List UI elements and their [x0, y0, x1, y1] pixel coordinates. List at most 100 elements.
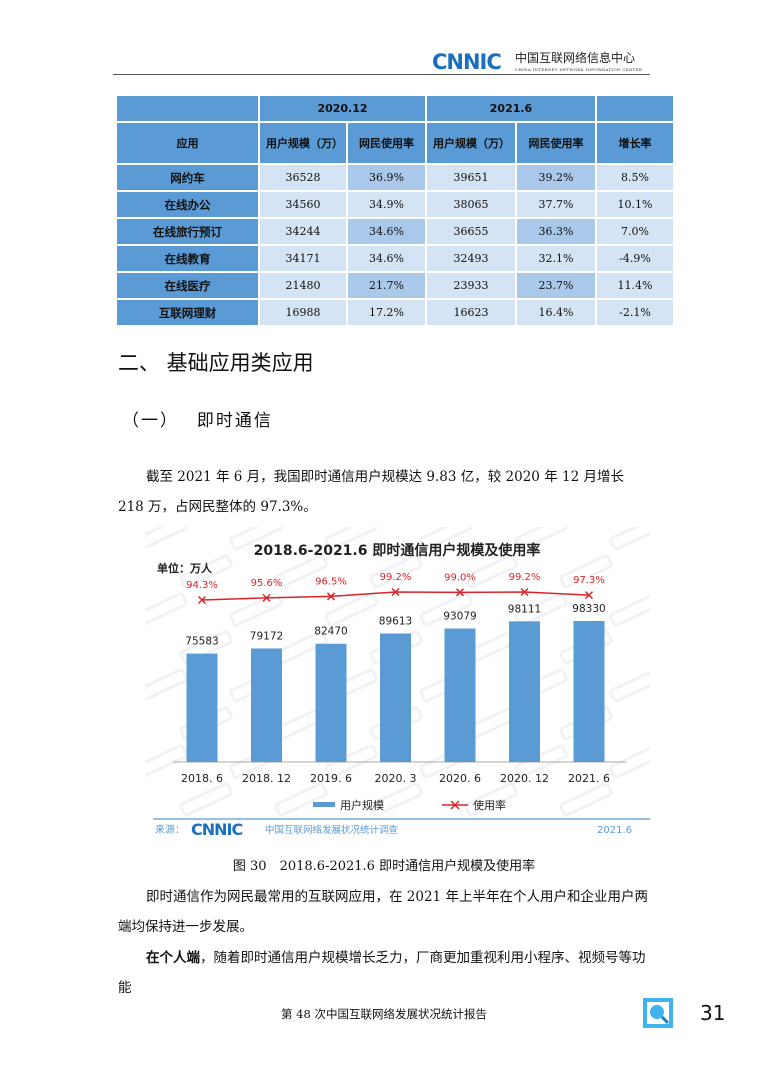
- paragraph: 在个人端，随着即时通信用户规模增长乏力，厂商更加重视利用小程序、视频号等功能: [118, 943, 650, 1003]
- table-row: 在线办公 34560 34.9% 38065 37.7% 10.1%: [117, 192, 673, 217]
- watermark-mark: [324, 744, 378, 779]
- watermark-mark: [419, 592, 473, 627]
- bar-value-label: 89613: [379, 615, 412, 627]
- rate-line: [201, 591, 590, 601]
- cell-g: -2.1%: [597, 300, 673, 325]
- page-number: 31: [700, 1001, 726, 1025]
- cnnic-logo: CNNIC: [432, 50, 502, 74]
- bar-value-label: 93079: [443, 611, 476, 623]
- rate-value-label: 95.6%: [251, 578, 283, 589]
- subsection-title: （一） 即时通信: [122, 411, 273, 431]
- col-rate: 网民使用率: [348, 123, 425, 163]
- paragraph: 截至 2021 年 6 月，我国即时通信用户规模达 9.83 亿，较 2020 …: [118, 469, 624, 515]
- cell-r1: 34.6%: [348, 246, 425, 271]
- bar: [573, 621, 605, 762]
- cell-r1: 21.7%: [348, 273, 425, 298]
- bar-value-label: 98330: [572, 603, 605, 615]
- rate-point-marker: [391, 587, 400, 597]
- bar-value-label: 79172: [250, 630, 283, 642]
- search-magnifier-icon: [643, 998, 673, 1028]
- x-tick-label: 2018. 12: [242, 772, 291, 785]
- cell-r2: 16.4%: [517, 300, 595, 325]
- col-app: 应用: [117, 123, 258, 163]
- cell-u2: 23933: [427, 273, 515, 298]
- watermark-mark: [134, 516, 188, 551]
- cell-r1: 36.9%: [348, 165, 425, 190]
- cell-g: 10.1%: [597, 192, 673, 217]
- header-divider: [113, 74, 650, 75]
- cell-u1: 34560: [260, 192, 346, 217]
- cell-r1: 34.9%: [348, 192, 425, 217]
- source-text: 中国互联网络发展状况统计调查: [265, 824, 399, 836]
- watermark-mark: [179, 630, 233, 665]
- corner-cell: [117, 96, 258, 121]
- rate-value-label: 99.2%: [509, 572, 541, 583]
- cell-u1: 36528: [260, 165, 346, 190]
- legend-bar-swatch: [313, 802, 335, 807]
- rate-point-marker: [197, 595, 207, 605]
- col-rate: 网民使用率: [517, 123, 595, 163]
- cell-g: -4.9%: [597, 246, 673, 271]
- rate-value-label: 99.0%: [444, 572, 476, 583]
- section-title: 二、 基础应用类应用: [118, 351, 314, 375]
- source-date: 2021.6: [597, 825, 632, 836]
- paragraph-text: ，随着即时通信用户规模增长乏力，厂商更加重视利用小程序、视频号等功能: [118, 950, 646, 996]
- rate-point-marker: [326, 592, 336, 601]
- org-name-en: CHINA INTERNET NETWORK INFORMATION CENTE…: [515, 67, 643, 72]
- watermark-mark: [274, 782, 328, 817]
- bold-lead: 在个人端: [146, 950, 200, 966]
- x-tick-label: 2021. 6: [568, 772, 610, 785]
- bar-value-label: 75583: [185, 636, 218, 648]
- cell-g: 11.4%: [597, 273, 673, 298]
- watermark-mark: [179, 554, 233, 589]
- cell-u2: 16623: [427, 300, 515, 325]
- footer-title: 第 48 次中国互联网络发展状况统计报告: [281, 1007, 487, 1021]
- cell-r2: 23.7%: [517, 273, 595, 298]
- watermark-mark: [324, 592, 378, 627]
- rate-value-label: 99.2%: [380, 572, 412, 583]
- watermark-mark: [464, 782, 518, 817]
- org-name: 中国互联网络信息中心: [515, 51, 636, 65]
- x-tick-label: 2020. 3: [375, 772, 417, 785]
- cell-u1: 34244: [260, 219, 346, 244]
- cell-u1: 21480: [260, 273, 346, 298]
- cell-app: 在线教育: [117, 246, 258, 271]
- unit-label: 单位：万人: [157, 561, 213, 575]
- watermark-mark: [559, 782, 613, 817]
- watermark-mark: [274, 554, 328, 589]
- watermark-mark: [514, 592, 568, 627]
- bar: [315, 643, 347, 762]
- cell-r2: 39.2%: [517, 165, 595, 190]
- cell-r1: 34.6%: [348, 219, 425, 244]
- cell-u2: 38065: [427, 192, 515, 217]
- chart: 2018.6-2021.6 即时通信用户规模及使用率单位：万人 75583 2018…: [134, 516, 708, 842]
- cell-u1: 16988: [260, 300, 346, 325]
- legend-marker-icon: [450, 800, 460, 810]
- paragraph: 即时通信作为网民最常用的互联网应用，在 2021 年上半年在个人用户和企业用户两…: [118, 889, 648, 935]
- watermark-mark: [609, 592, 663, 627]
- bar: [186, 653, 218, 762]
- legend-label: 使用率: [473, 798, 506, 812]
- chart-title: 2018.6-2021.6 即时通信用户规模及使用率: [254, 542, 541, 559]
- cell-r2: 37.7%: [517, 192, 595, 217]
- app-usage-table: 2020.12 2021.6 应用 用户规模（万） 网民使用率 用户规模（万） …: [115, 94, 675, 327]
- watermark-mark: [559, 554, 613, 589]
- source-logo: CNNIC: [191, 820, 242, 839]
- bar: [380, 633, 411, 762]
- cell-u2: 39651: [427, 165, 515, 190]
- table-row: 在线教育 34171 34.6% 32493 32.1% -4.9%: [117, 246, 673, 271]
- x-tick-label: 2019. 6: [310, 772, 352, 785]
- cell-app: 在线旅行预订: [117, 219, 258, 244]
- cell-r2: 32.1%: [517, 246, 595, 271]
- watermark-mark: [369, 554, 423, 589]
- cell-app: 互联网理财: [117, 300, 258, 325]
- col-users: 用户规模（万）: [260, 123, 346, 163]
- bar: [444, 628, 476, 762]
- rate-value-label: 96.5%: [315, 576, 347, 587]
- rate-point-marker: [455, 588, 465, 597]
- watermark-mark: [134, 668, 188, 703]
- watermark-mark: [134, 592, 188, 627]
- col-growth: 增长率: [597, 123, 673, 163]
- source-label: 来源：: [155, 823, 185, 836]
